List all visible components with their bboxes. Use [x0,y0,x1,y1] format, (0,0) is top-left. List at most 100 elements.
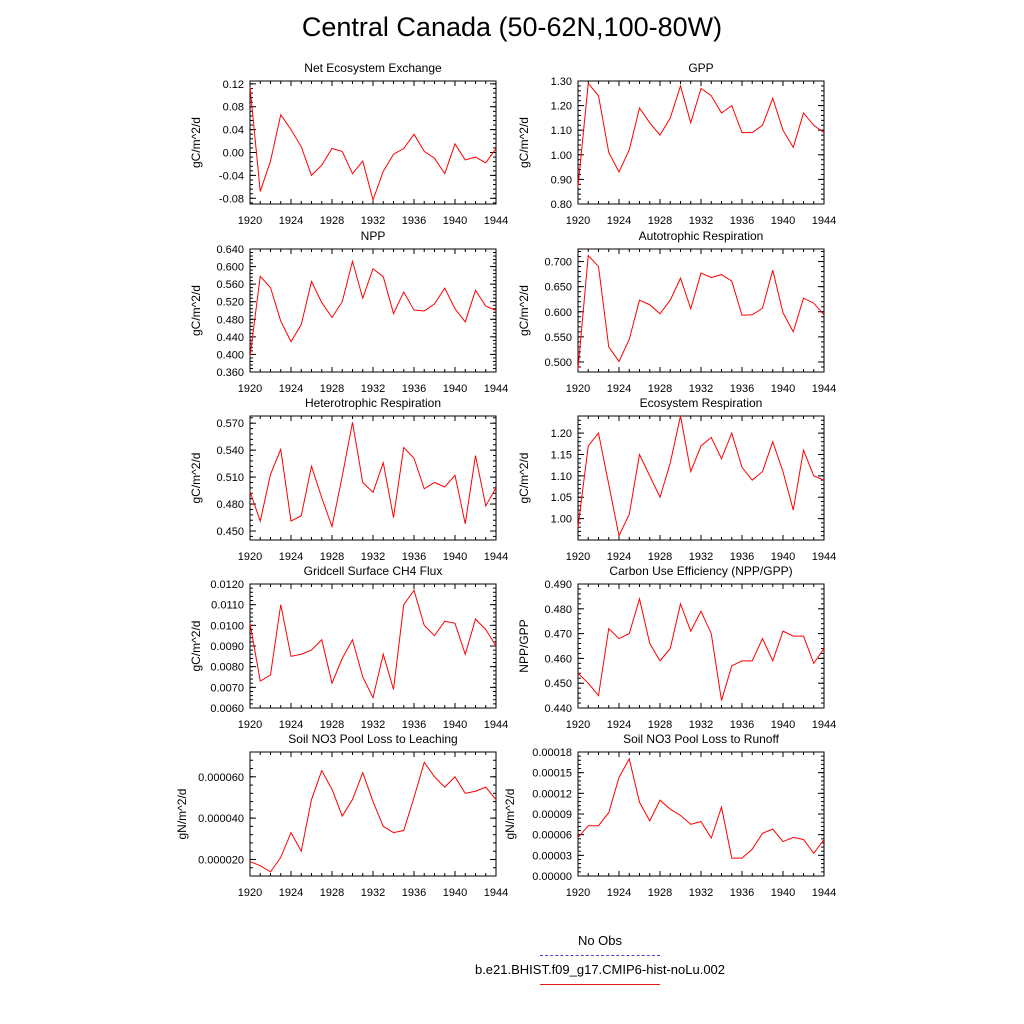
x-tick-label: 1932 [361,719,385,731]
x-tick-label: 1928 [320,551,344,563]
y-tick-label: -0.08 [219,193,244,205]
y-tick-label: 0.12 [223,79,244,91]
x-tick-label: 1944 [812,551,836,563]
panel-title: Heterotrophic Respiration [305,396,441,410]
y-tick-label: 0.550 [544,332,572,344]
x-tick-label: 1928 [648,215,672,227]
y-tick-label: 0.0100 [210,620,244,632]
y-tick-label: 0.00012 [532,788,572,800]
y-axis-label: gC/m^2/d [189,453,203,504]
x-tick-label: 1924 [607,719,631,731]
x-tick-label: 1932 [361,215,385,227]
panel-2: NPP 1920 1924 1928 1932 1936 1940 1944 0.360 0.40… [189,229,508,395]
series-line [249,422,497,529]
y-axis-label: gN/m^2/d [175,789,189,840]
panel-title: Ecosystem Respiration [640,396,763,410]
x-tick-label: 1924 [279,215,303,227]
y-tick-label: 0.500 [544,357,572,369]
y-tick-label: 0.00009 [532,809,572,821]
y-tick-label: 1.15 [551,449,572,461]
y-tick-label: 0.600 [544,307,572,319]
series-line [249,259,497,357]
panel-title: Soil NO3 Pool Loss to Leaching [288,732,457,746]
x-tick-label: 1928 [648,887,672,899]
y-tick-label: 0.700 [544,257,572,269]
panel-8: Soil NO3 Pool Loss to Leaching 1920 1924 19… [175,732,508,899]
y-tick-label: 0.360 [216,367,244,379]
x-tick-label: 1920 [566,215,590,227]
x-tick-label: 1932 [689,551,713,563]
x-tick-label: 1924 [607,887,631,899]
y-tick-label: 0.80 [551,199,572,211]
panel-7: Carbon Use Efficiency (NPP/GPP) 1920 1924 1… [517,564,836,731]
y-tick-label: 0.000020 [198,854,244,866]
y-axis-label: gC/m^2/d [189,117,203,168]
x-tick-label: 1932 [689,719,713,731]
y-tick-label: 1.20 [551,428,572,440]
y-tick-label: 0.440 [216,332,244,344]
x-tick-label: 1944 [484,719,508,731]
y-tick-label: 0.520 [216,297,244,309]
x-tick-label: 1936 [730,719,754,731]
x-tick-label: 1932 [361,383,385,395]
y-tick-label: 0.04 [223,125,244,137]
x-tick-label: 1936 [730,215,754,227]
plot-frame [249,583,497,709]
panel-title: Autotrophic Respiration [639,229,764,243]
y-tick-label: 1.10 [551,471,572,483]
x-tick-label: 1932 [689,383,713,395]
y-tick-label: 0.08 [223,102,244,114]
x-tick-label: 1940 [443,383,467,395]
y-tick-label: 0.90 [551,174,572,186]
y-tick-label: 0.480 [544,604,572,616]
x-tick-label: 1932 [689,215,713,227]
y-axis-label: gN/m^2/d [503,789,517,840]
panel-title: Net Ecosystem Exchange [304,61,442,75]
x-tick-label: 1920 [238,551,262,563]
y-tick-label: 0.510 [216,472,244,484]
series-line [577,596,825,701]
y-tick-label: 0.540 [216,445,244,457]
x-tick-label: 1944 [812,887,836,899]
y-tick-label: 0.00000 [532,871,572,883]
plot-frame [249,80,497,205]
x-tick-label: 1928 [648,551,672,563]
x-tick-label: 1928 [320,887,344,899]
plot-frame [249,415,497,541]
y-axis-label: NPP/GPP [517,619,531,672]
y-tick-label: 0.490 [544,579,572,591]
series-line [249,761,497,873]
y-tick-label: 1.10 [551,125,572,137]
panel-0: Net Ecosystem Exchange 1920 1924 1928 1932 19… [189,61,508,227]
panel-4: Heterotrophic Respiration 1920 1924 1928 193… [189,396,508,563]
x-tick-label: 1920 [238,887,262,899]
y-tick-label: 0.600 [216,262,244,274]
x-tick-label: 1940 [771,887,795,899]
x-tick-label: 1936 [730,551,754,563]
y-tick-label: 0.440 [544,703,572,715]
plot-frame [577,415,825,541]
y-tick-label: 0.400 [216,349,244,361]
x-tick-label: 1940 [443,719,467,731]
panel-title: Carbon Use Efficiency (NPP/GPP) [609,564,792,578]
legend-line-case [540,984,660,985]
x-tick-label: 1944 [812,719,836,731]
y-tick-label: 0.650 [544,282,572,294]
x-tick-label: 1940 [771,719,795,731]
plot-frame [249,751,497,877]
y-tick-label: 0.470 [544,629,572,641]
y-tick-label: 0.0090 [210,641,244,653]
y-tick-label: 0.0080 [210,662,244,674]
panel-6: Gridcell Surface CH4 Flux 1920 1924 1928 193… [189,564,508,731]
x-tick-label: 1924 [279,887,303,899]
x-tick-label: 1920 [566,383,590,395]
y-tick-label: -0.04 [219,170,244,182]
x-tick-label: 1936 [402,383,426,395]
y-tick-label: 1.00 [551,150,572,162]
y-tick-label: 0.000040 [198,813,244,825]
x-tick-label: 1932 [361,887,385,899]
y-tick-label: 0.460 [544,653,572,665]
legend-line-no-obs [540,955,660,956]
figure-title: Central Canada (50-62N,100-80W) [301,12,723,42]
